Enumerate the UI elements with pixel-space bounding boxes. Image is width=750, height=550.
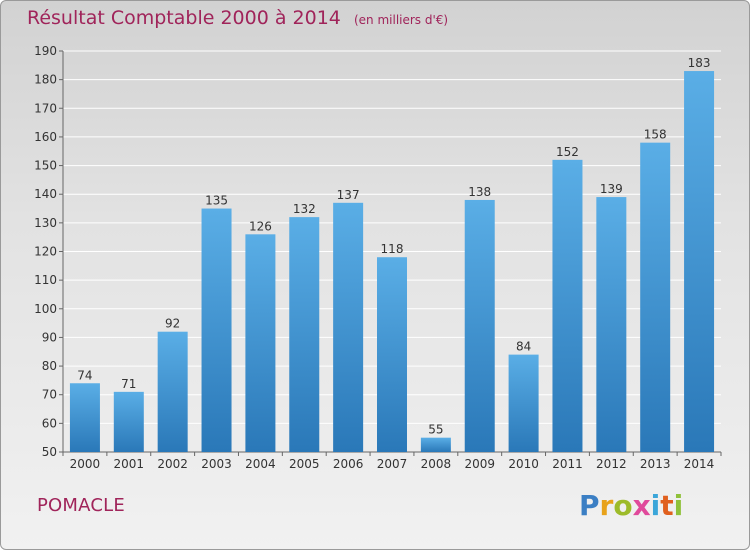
- y-tick-label: 170: [34, 101, 57, 115]
- y-tick-label: 180: [34, 73, 57, 87]
- y-tick-label: 60: [42, 416, 57, 430]
- commune-name: POMACLE: [37, 495, 125, 516]
- y-tick-label: 130: [34, 216, 57, 230]
- x-tick-label-2000: 2000: [70, 457, 101, 471]
- data-label-2002: 92: [165, 317, 180, 331]
- y-tick-label: 140: [34, 187, 57, 201]
- y-tick-label: 120: [34, 245, 57, 259]
- data-labels: 74 71 92 135 126 132 137 118 55 138 84 152 139 158 183: [77, 56, 710, 437]
- x-tick-label-2014: 2014: [684, 457, 715, 471]
- bar-2009: [464, 199, 495, 452]
- data-label-2014: 183: [688, 56, 711, 70]
- x-tick-label-2007: 2007: [377, 457, 408, 471]
- logo-letter: o: [613, 489, 633, 522]
- logo-letter: P: [579, 489, 600, 522]
- bar-2010: [508, 354, 539, 452]
- x-tick-label-2005: 2005: [289, 457, 320, 471]
- logo-letter: r: [599, 489, 614, 522]
- y-tick-label: 50: [42, 445, 57, 459]
- bar-2002: [157, 331, 188, 452]
- x-tick-label-2006: 2006: [333, 457, 364, 471]
- data-label-2012: 139: [600, 182, 623, 196]
- data-label-2011: 152: [556, 145, 579, 159]
- bar-2011: [552, 159, 583, 453]
- logo-letter: t: [660, 489, 674, 522]
- logo-letter: x: [632, 489, 651, 522]
- data-label-2004: 126: [249, 219, 272, 233]
- data-label-2003: 135: [205, 194, 228, 208]
- proxiti-logo: Proxiti: [579, 489, 683, 522]
- x-tick-label-2009: 2009: [464, 457, 495, 471]
- bar-2003: [201, 208, 232, 452]
- data-label-2006: 137: [337, 188, 360, 202]
- bars: [69, 71, 715, 453]
- bar-2012: [596, 197, 627, 452]
- data-label-2001: 71: [121, 377, 136, 391]
- bar-2001: [113, 391, 144, 452]
- data-label-2007: 118: [381, 242, 404, 256]
- data-label-2013: 158: [644, 128, 667, 142]
- bar-2014: [684, 71, 715, 453]
- bar-2000: [69, 383, 100, 452]
- chart-title: Résultat Comptable 2000 à 2014: [27, 7, 341, 29]
- x-tick-label-2012: 2012: [596, 457, 627, 471]
- y-tick-label: 110: [34, 273, 57, 287]
- data-label-2005: 132: [293, 202, 316, 216]
- x-tick-label-2004: 2004: [245, 457, 276, 471]
- x-tick-label-2002: 2002: [157, 457, 188, 471]
- logo-letter: i: [650, 489, 661, 522]
- x-tick-label-2011: 2011: [552, 457, 583, 471]
- bar-2006: [333, 202, 364, 452]
- bar-2013: [640, 142, 671, 452]
- data-label-2000: 74: [77, 368, 92, 382]
- title-row: Résultat Comptable 2000 à 2014 (en milli…: [27, 7, 448, 29]
- x-tick-label-2013: 2013: [640, 457, 671, 471]
- y-tick-labels: 50 60 70 80 90 100 110 120 130 140 150 160 170 180 190: [34, 44, 57, 459]
- bar-2004: [245, 234, 276, 452]
- y-tick-label: 90: [42, 330, 57, 344]
- unit-note: (en milliers d'€): [353, 13, 449, 27]
- y-tick-label: 160: [34, 130, 57, 144]
- bar-2007: [377, 257, 407, 452]
- x-tick-label-2003: 2003: [201, 457, 232, 471]
- y-tick-label: 100: [34, 302, 57, 316]
- data-label-2008: 55: [428, 423, 443, 437]
- bar-2008: [420, 437, 451, 452]
- data-label-2009: 138: [468, 185, 491, 199]
- data-label-2010: 84: [516, 340, 531, 354]
- y-tick-label: 80: [42, 359, 57, 373]
- x-tick-label-2001: 2001: [114, 457, 145, 471]
- y-tick-label: 190: [34, 44, 57, 58]
- y-tick-label: 150: [34, 159, 57, 173]
- y-tick-label: 70: [42, 388, 57, 402]
- bar-2005: [289, 217, 320, 452]
- x-tick-label-2008: 2008: [421, 457, 452, 471]
- x-tick-labels: 2000 2001 2002 2003 2004 2005 2006 2007 2008 2009…: [70, 457, 715, 471]
- logo-letter: i: [673, 489, 684, 522]
- x-tick-label-2010: 2010: [508, 457, 539, 471]
